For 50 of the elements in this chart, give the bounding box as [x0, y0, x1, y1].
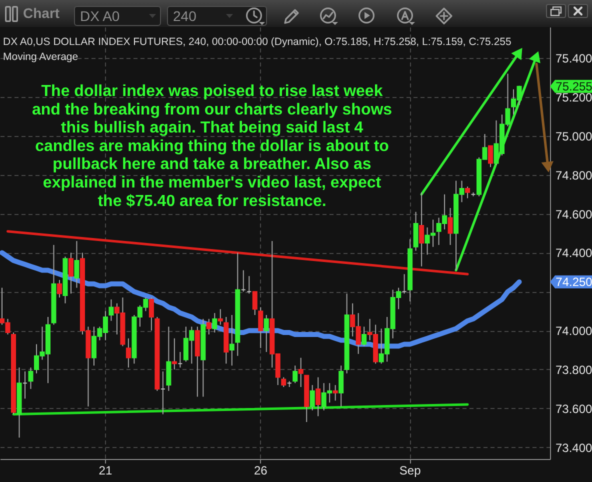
dropdown-field: DX A0 — [74, 6, 161, 26]
candlestick — [310, 384, 315, 411]
x-tick-label: 26 — [254, 464, 268, 478]
dropdown-field: 240 — [167, 6, 267, 26]
text: DX A0,US DOLLAR INDEX FUTURES, 240, 00:00-00:00 (Dynamic), O:75.185, H:75.258, L:75.159, C:75.255 — [3, 36, 512, 48]
candlestick — [252, 291, 258, 316]
candlestick — [281, 376, 286, 388]
y-tick-label: 74.000 — [556, 324, 592, 338]
candlestick — [218, 308, 223, 326]
candlestick — [465, 186, 470, 199]
candlestick — [316, 376, 321, 417]
y-tick-label: 75.000 — [556, 129, 592, 144]
text: Chart — [23, 5, 60, 22]
y-tick-label: 74.400 — [556, 246, 592, 260]
candlestick — [56, 279, 62, 298]
text: 75.255 — [556, 79, 592, 94]
candlestick — [448, 207, 453, 246]
candlestick — [264, 314, 269, 352]
candlestick — [126, 338, 131, 368]
candlestick — [258, 306, 264, 349]
y-tick-label: 74.600 — [556, 207, 592, 222]
candlestick — [419, 192, 424, 267]
x-tick-label: 21 — [98, 464, 112, 478]
y-tick-label: 73.800 — [556, 362, 592, 377]
y-tick-label: 75.400 — [556, 52, 592, 66]
candlestick — [206, 318, 212, 335]
candlestick — [28, 367, 34, 390]
candlestick — [172, 338, 177, 370]
candlestick — [108, 298, 114, 322]
candlestick — [166, 326, 172, 392]
annotation: The dollar index was poised to rise last week and the breaking from our charts clearly shows this bullish again. That being said last 4 candles are making thing the dollar is about to pullback here and take a breather. Also as explained in the member's video last, expect the $75.40 area for resistance. — [32, 83, 392, 210]
x-tick-label: Sep — [399, 464, 422, 478]
candlestick — [229, 314, 234, 366]
candlestick — [488, 145, 494, 168]
candlestick — [332, 384, 338, 402]
candlestick — [74, 240, 80, 288]
text: Moving Average — [3, 51, 78, 63]
candlestick — [212, 312, 218, 334]
candlestick — [148, 296, 154, 332]
y-tick-label: 73.400 — [556, 440, 592, 455]
y-tick-label: 75.200 — [556, 90, 592, 105]
candlestick — [68, 252, 74, 294]
candlestick — [413, 211, 418, 252]
y-tick-label: 74.800 — [556, 168, 592, 182]
candlestick — [338, 365, 344, 407]
y-tick-label: 73.600 — [556, 402, 592, 416]
candlestick — [292, 365, 298, 384]
candlestick — [298, 357, 304, 388]
text: 74.250 — [556, 274, 592, 289]
candlestick — [362, 326, 367, 347]
